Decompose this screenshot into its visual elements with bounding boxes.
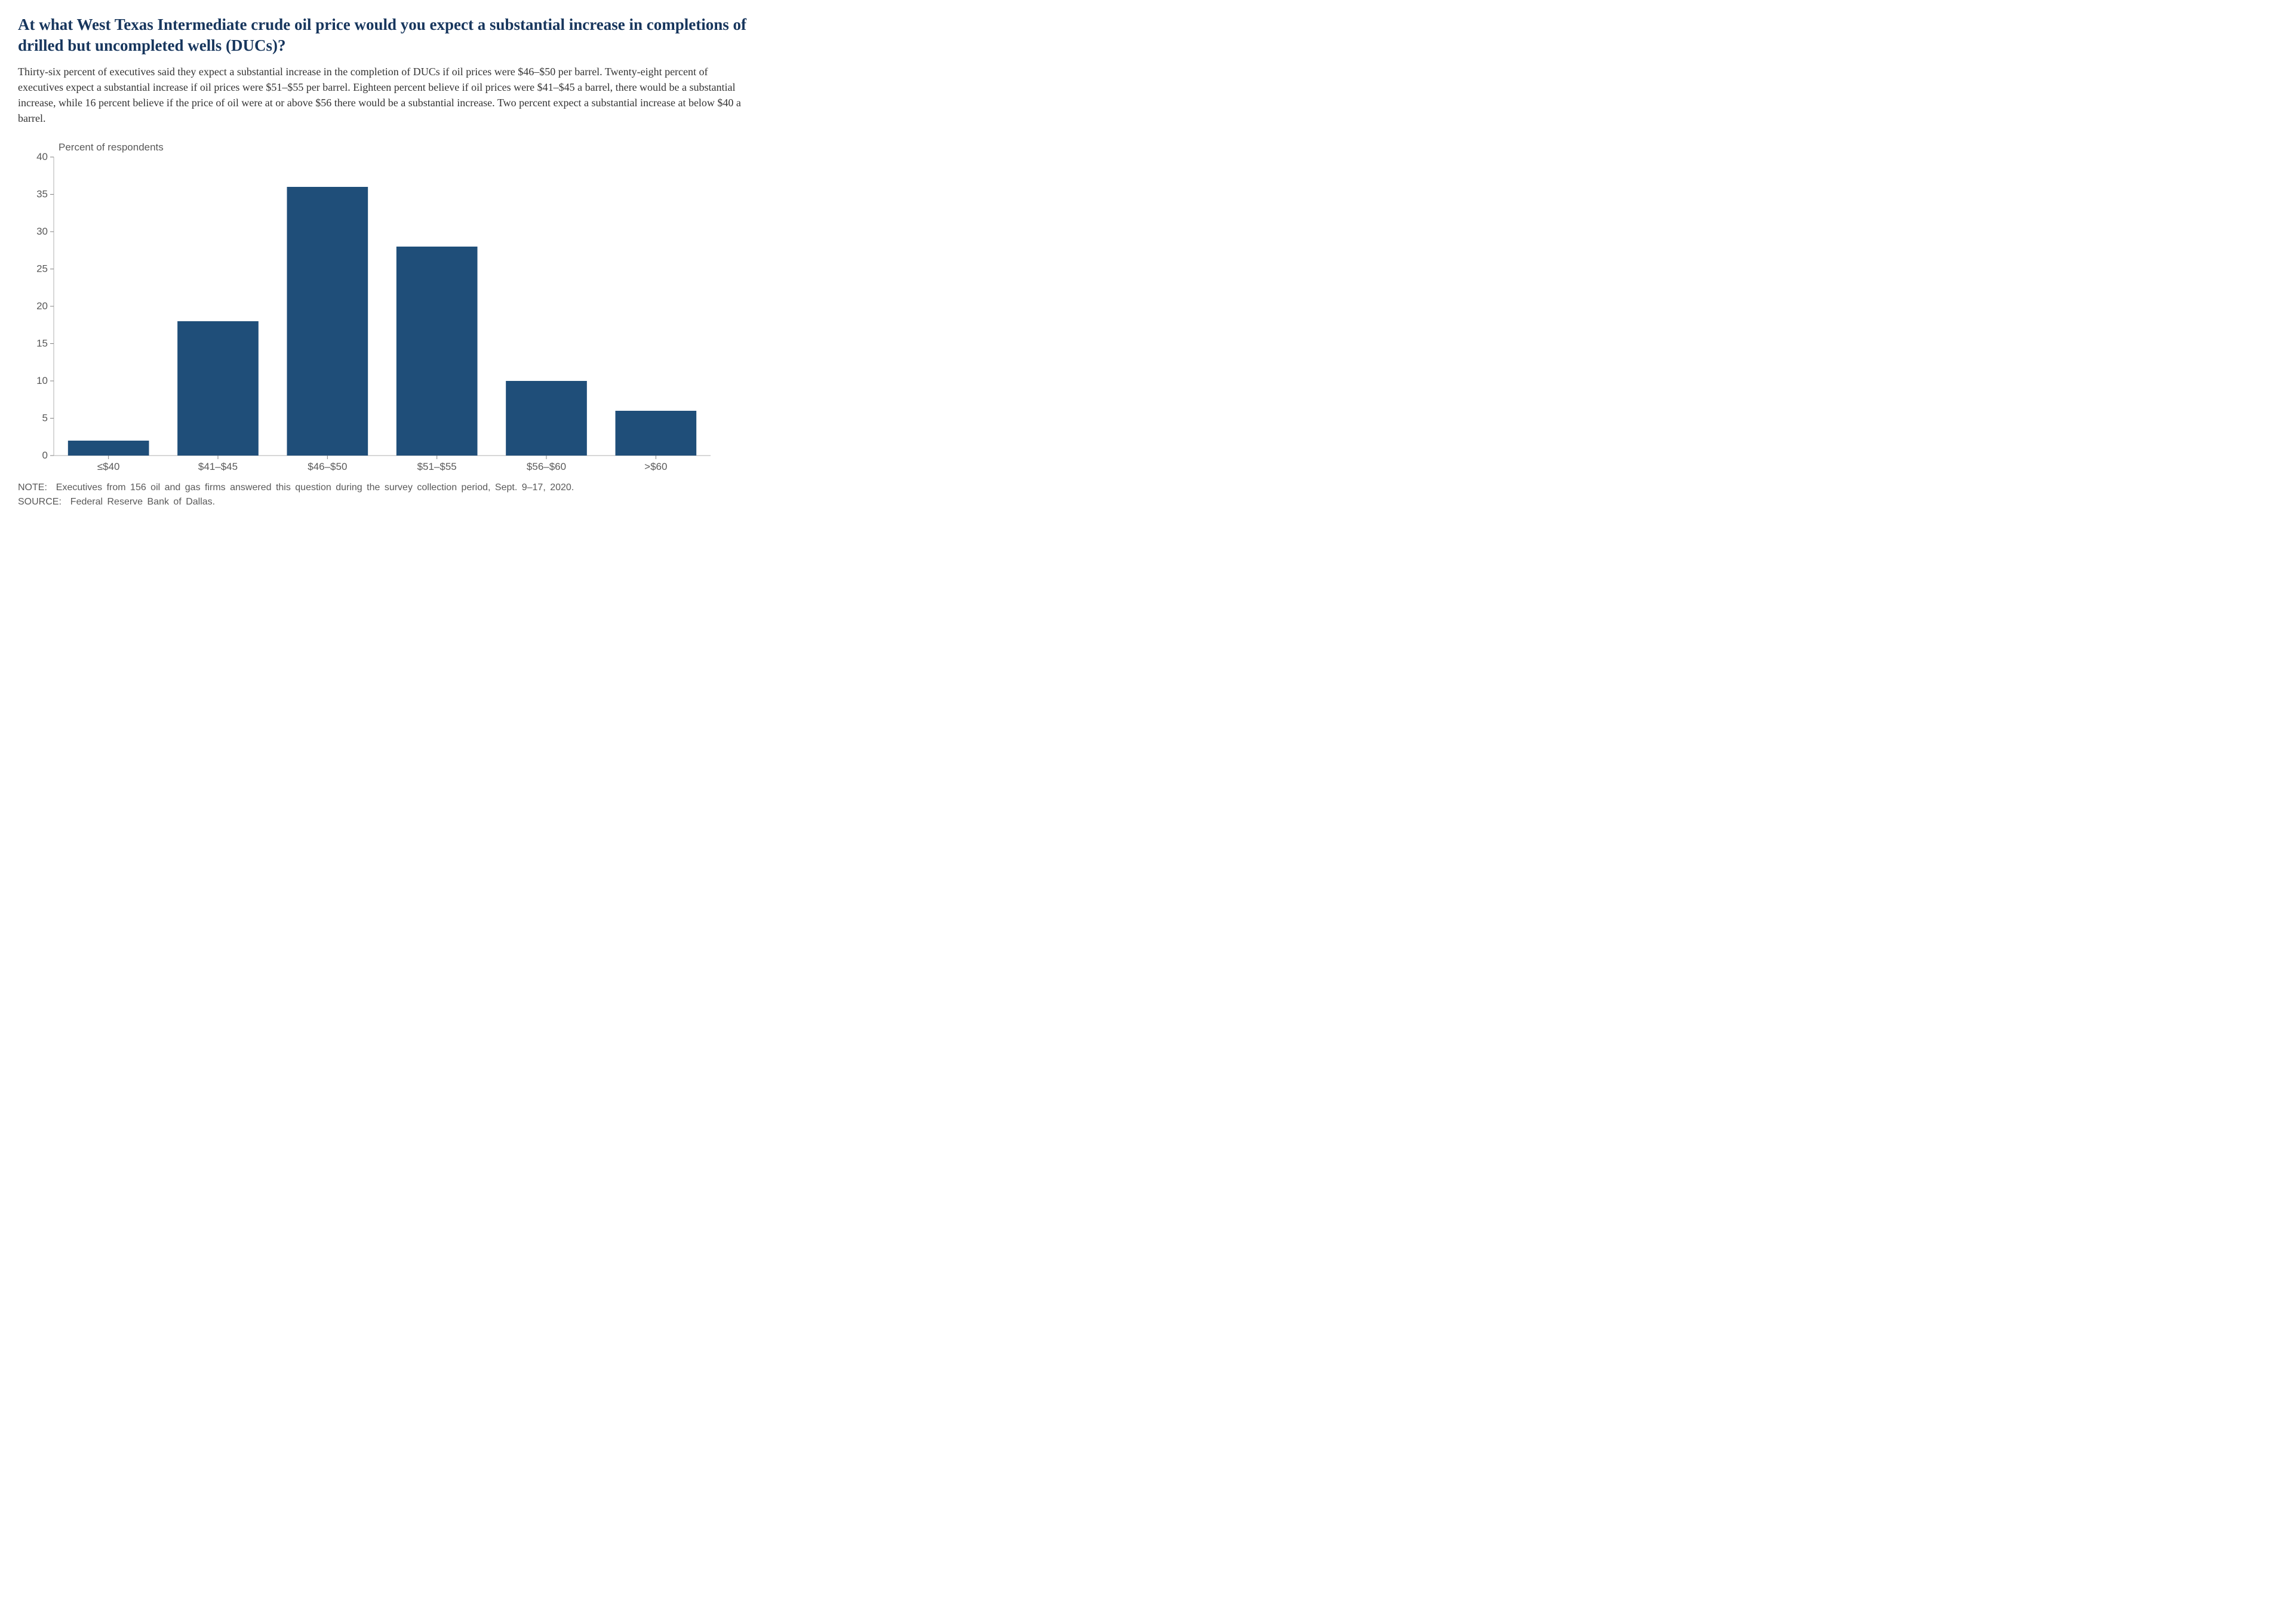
y-tick-label: 35 [36,189,48,200]
bar [506,381,587,456]
note-text: Executives from 156 oil and gas firms an… [56,482,574,493]
bar-chart: 0 5 10 15 20 25 30 35 40 ≤$40 $41–$45 $46–$50 $51–$5… [18,139,717,477]
note-label: NOTE: [18,482,47,493]
page-container: At what West Texas Intermediate crude oi… [0,0,764,527]
chart-area: Percent of respondents 0 5 10 15 20 25 30 35 40 ≤… [18,139,746,477]
x-tick-label: $46–$50 [308,461,347,472]
y-tick-label: 40 [36,151,48,162]
x-tick-label: $56–$60 [527,461,566,472]
x-tick-label: $41–$45 [198,461,238,472]
y-tick-label: 15 [36,338,48,349]
bar [396,247,478,456]
y-tick-label: 20 [36,300,48,312]
y-tick-label: 5 [42,413,48,424]
source-label: SOURCE: [18,497,62,507]
y-tick-label: 30 [36,226,48,237]
y-tick-label: 25 [36,263,48,275]
bar [287,187,368,456]
y-tick-label: 10 [36,375,48,386]
bar [616,411,697,456]
source-text: Federal Reserve Bank of Dallas. [70,497,215,507]
x-tick-label: $51–$55 [417,461,457,472]
x-tick-label: >$60 [644,461,667,472]
bar [68,441,149,456]
x-tick-label: ≤$40 [97,461,120,472]
chart-title: At what West Texas Intermediate crude oi… [18,14,746,56]
y-tick-label: 0 [42,450,48,461]
y-axis-title: Percent of respondents [59,142,164,153]
bar [177,321,259,456]
chart-footer: NOTE: Executives from 156 oil and gas fi… [18,481,746,508]
chart-description: Thirty-six percent of executives said th… [18,64,746,126]
